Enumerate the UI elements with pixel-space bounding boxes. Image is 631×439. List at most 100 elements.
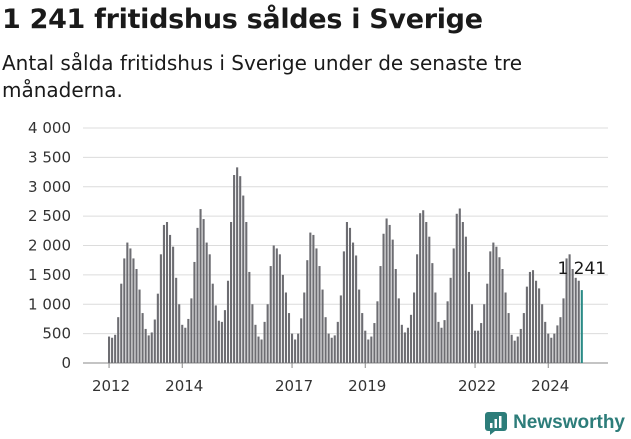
bar: [531, 270, 535, 363]
bar: [358, 289, 361, 363]
y-tick-label: 4 000: [28, 119, 71, 137]
bar: [489, 251, 492, 363]
bar: [117, 317, 120, 363]
bar: [525, 286, 528, 363]
bar: [327, 333, 330, 363]
bar: [278, 254, 281, 363]
bar: [120, 283, 123, 363]
bar: [208, 254, 211, 363]
bar: [355, 255, 358, 363]
bar: [474, 330, 477, 363]
bar: [294, 339, 297, 363]
bar: [287, 313, 291, 363]
bar: [263, 321, 266, 363]
y-tick-label: 2 500: [28, 207, 71, 225]
bar: [419, 213, 422, 363]
bar: [135, 269, 138, 363]
bar: [422, 210, 425, 363]
bar: [483, 304, 486, 363]
bar: [394, 269, 397, 363]
newsworthy-brand: Newsworthy: [484, 411, 625, 435]
bar: [336, 321, 339, 363]
bar: [184, 327, 187, 363]
bar: [455, 213, 458, 363]
y-axis-ticks: 0 500 1 000 1 500 2 000 2 500 3 000 3 500 4 000: [28, 119, 71, 372]
bar: [300, 318, 303, 363]
bar: [187, 318, 190, 363]
x-tick-label: 2014: [165, 377, 203, 395]
y-tick-label: 1 500: [28, 266, 71, 284]
bars: [108, 167, 583, 363]
bar: [333, 335, 336, 363]
bar: [309, 232, 312, 363]
bar: [443, 320, 446, 363]
bar: [406, 327, 409, 363]
bar: [202, 219, 205, 363]
bar: [306, 260, 309, 363]
bar: [260, 339, 263, 363]
x-tick-label: 2012: [92, 377, 130, 395]
bar: [480, 323, 483, 363]
bar: [376, 301, 379, 363]
bar: [547, 333, 550, 363]
x-tick-label: 2022: [458, 377, 496, 395]
bar: [519, 328, 522, 363]
bar: [364, 330, 367, 363]
bar: [284, 292, 287, 363]
bar: [144, 328, 147, 363]
bar: [147, 335, 150, 363]
bar: [352, 242, 355, 363]
bar: [214, 305, 217, 363]
x-tick-label: 2019: [348, 377, 386, 395]
bar: [129, 248, 132, 363]
bar: [458, 208, 461, 363]
bar: [470, 304, 474, 363]
bar: [513, 340, 516, 363]
bar: [550, 337, 553, 363]
bar: [226, 280, 230, 363]
bar: [431, 263, 434, 363]
bar: [379, 266, 382, 363]
chart-title: 1 241 fritidshus såldes i Sverige: [2, 4, 483, 35]
bar: [272, 245, 275, 363]
bar: [541, 304, 544, 363]
bar: [132, 258, 135, 363]
y-tick-label: 500: [42, 325, 71, 343]
bar: [461, 222, 464, 363]
bar: [175, 277, 178, 363]
bar: [522, 313, 525, 363]
bar: [138, 289, 141, 363]
bar: [562, 298, 565, 363]
bar: [345, 222, 348, 363]
bar: [342, 251, 345, 363]
bar: [498, 257, 501, 363]
bar: [318, 266, 321, 363]
bar: [428, 236, 431, 363]
bar: [574, 277, 577, 363]
bar: [437, 321, 440, 363]
bar: [388, 224, 391, 363]
bar-highlighted: [580, 290, 583, 363]
bar: [150, 332, 153, 363]
bar: [321, 289, 324, 363]
bar: [281, 274, 284, 363]
bar: [239, 176, 242, 363]
bar: [559, 317, 562, 363]
bar: [236, 167, 239, 363]
bar: [400, 324, 403, 363]
bar: [373, 323, 376, 363]
bar: [303, 292, 306, 363]
bar: [211, 283, 214, 363]
bar: [413, 292, 416, 363]
bar: [467, 271, 470, 363]
y-tick-label: 2 000: [28, 237, 71, 255]
y-tick-label: 0: [61, 354, 71, 372]
bar: [275, 248, 278, 363]
annotation: 1 241: [557, 259, 606, 279]
bar: [492, 242, 495, 363]
bar: [556, 325, 559, 363]
bar: [538, 288, 541, 363]
bar: [141, 313, 144, 363]
bar: [312, 234, 315, 363]
